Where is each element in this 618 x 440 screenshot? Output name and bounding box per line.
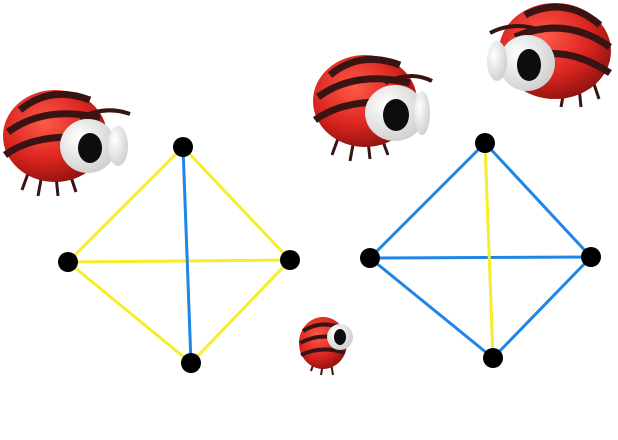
right-graph-node-left[interactable] xyxy=(360,248,380,268)
right-graph-edge-top-right[interactable] xyxy=(483,141,593,259)
ladybug-top-right[interactable] xyxy=(487,3,613,108)
ladybug-small[interactable] xyxy=(299,317,353,376)
right-graph-node-bottom[interactable] xyxy=(483,348,503,368)
ladybug-icon xyxy=(2,90,131,197)
left-graph-node-bottom[interactable] xyxy=(181,353,201,373)
ladybug-top-left[interactable] xyxy=(2,90,131,197)
ladybug-icon xyxy=(299,317,353,376)
right-graph-edge-right-bottom[interactable] xyxy=(491,255,593,360)
right-graph-node-right[interactable] xyxy=(581,247,601,267)
right-graph-edge-left-right[interactable] xyxy=(368,255,593,260)
left-graph-node-right[interactable] xyxy=(280,250,300,270)
left-graph-edge-left-right[interactable] xyxy=(66,258,292,264)
left-graph-node-top[interactable] xyxy=(173,137,193,157)
right-graph-node-top[interactable] xyxy=(475,133,495,153)
right-graph-edge-top-left[interactable] xyxy=(368,141,487,260)
right-graph-edge-top-bottom[interactable] xyxy=(483,141,495,360)
left-graph-edge-left-bottom[interactable] xyxy=(66,260,193,365)
edges-layer xyxy=(66,141,593,365)
left-graph-edge-top-right[interactable] xyxy=(181,145,292,262)
left-graph-edge-top-left[interactable] xyxy=(66,145,185,264)
ladybug-icon xyxy=(312,55,433,162)
right-graph-edge-left-bottom[interactable] xyxy=(368,256,495,360)
ladybug-icon xyxy=(487,3,613,108)
left-graph-edge-top-bottom[interactable] xyxy=(181,145,193,365)
nodes-layer xyxy=(58,133,601,373)
ladybug-top-center[interactable] xyxy=(312,55,433,162)
left-graph-node-left[interactable] xyxy=(58,252,78,272)
left-graph-edge-right-bottom[interactable] xyxy=(189,258,292,365)
